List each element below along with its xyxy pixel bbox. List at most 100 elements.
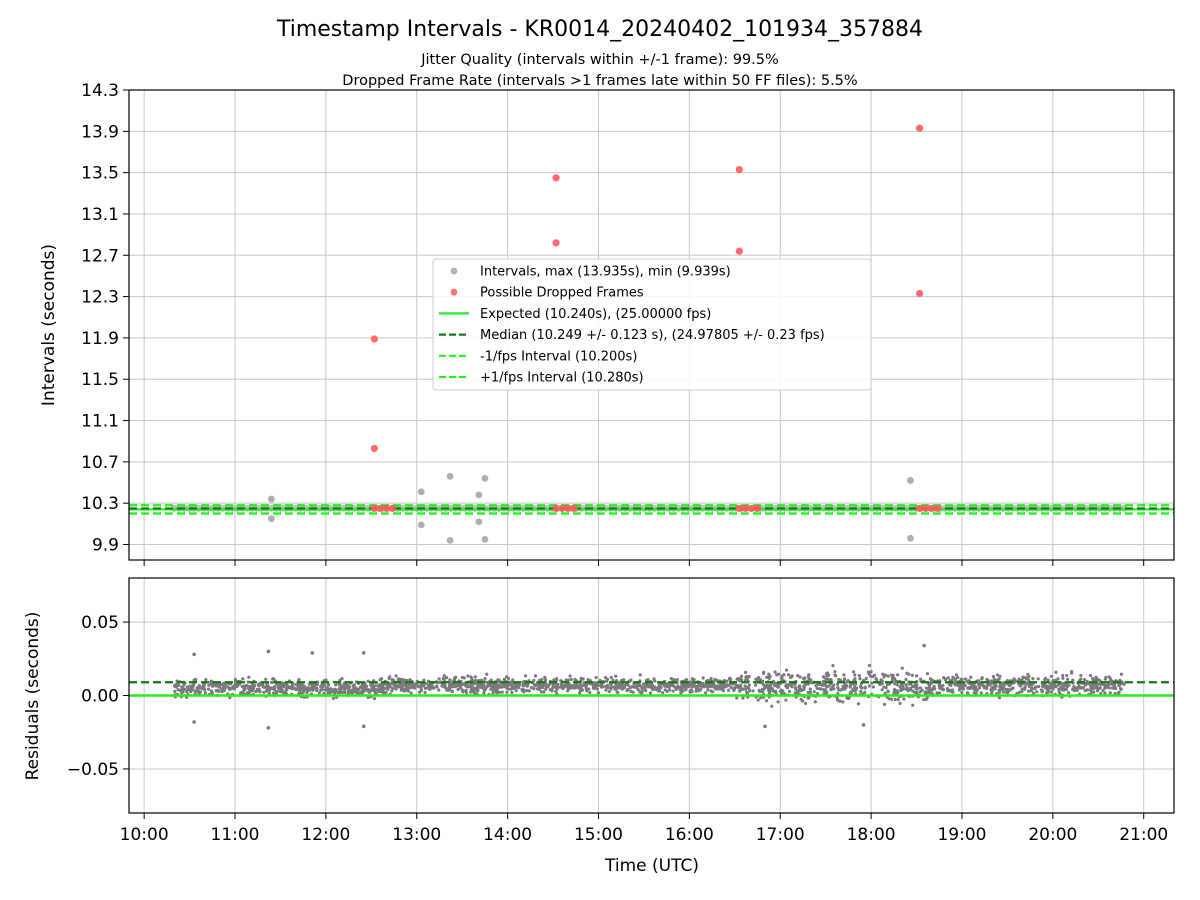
residual-point <box>1023 685 1027 689</box>
residual-point <box>960 690 964 695</box>
x-tick-label: 18:00 <box>847 825 896 845</box>
residual-point <box>342 684 346 689</box>
dropped-frame-point <box>552 239 560 247</box>
residual-point <box>1046 685 1051 689</box>
residual-point <box>1117 683 1121 688</box>
residual-point <box>883 691 887 695</box>
interval-outlier-point <box>417 521 425 529</box>
residual-point <box>885 682 890 687</box>
residual-point <box>255 688 260 692</box>
residual-point <box>966 686 970 690</box>
residual-point <box>902 697 906 701</box>
residual-point <box>770 687 774 691</box>
residual-point <box>606 683 610 688</box>
residual-point <box>351 684 355 688</box>
residual-point <box>287 686 292 690</box>
residual-point <box>282 684 286 689</box>
residual-point <box>632 685 637 689</box>
residual-point <box>671 689 675 693</box>
residual-point <box>597 683 602 687</box>
residual-point <box>1057 687 1061 691</box>
residual-point <box>473 675 477 679</box>
residual-point <box>566 678 571 682</box>
residual-point <box>502 677 507 681</box>
residual-point <box>856 702 861 706</box>
residual-point <box>1031 676 1035 681</box>
interval-outlier-point <box>907 477 914 484</box>
residual-point <box>419 688 423 692</box>
residual-point <box>173 689 177 693</box>
residual-point <box>193 689 197 693</box>
residual-point <box>1078 686 1082 690</box>
dropped-frame-point <box>747 504 756 512</box>
residual-outlier-point <box>861 723 866 727</box>
interval-outlier-point <box>446 536 454 544</box>
residual-point <box>338 678 342 682</box>
residual-point <box>821 683 826 687</box>
residual-point <box>998 674 1002 678</box>
residual-point <box>264 685 268 689</box>
residual-point <box>915 690 919 695</box>
residual-point <box>864 676 868 681</box>
residual-point <box>1026 689 1031 693</box>
residual-point <box>485 680 489 685</box>
residual-point <box>378 689 382 693</box>
residual-point <box>521 680 525 685</box>
residual-point <box>690 677 694 681</box>
residual-point <box>629 685 633 689</box>
residual-point <box>764 699 769 703</box>
residual-point <box>842 687 847 691</box>
residual-point <box>529 685 534 690</box>
interval-outlier-point <box>475 518 483 526</box>
residual-point <box>996 673 1000 677</box>
residual-point <box>424 681 428 686</box>
residual-point <box>320 687 324 692</box>
residual-point <box>189 690 193 694</box>
residual-point <box>827 684 831 688</box>
residual-point <box>1043 685 1048 690</box>
residual-point <box>1089 684 1093 688</box>
dropped-frame-point <box>558 504 566 512</box>
residual-point <box>957 688 961 692</box>
residual-point <box>483 677 487 681</box>
residual-point <box>401 687 406 691</box>
residual-point <box>405 684 409 688</box>
residual-point <box>457 683 461 687</box>
residual-point <box>773 670 777 674</box>
residual-point <box>853 686 857 690</box>
residual-point <box>776 700 780 704</box>
residual-point <box>572 686 576 690</box>
intervals-ytick-label: 9.9 <box>92 536 119 556</box>
interval-outlier-point <box>417 488 425 496</box>
residual-point <box>1071 678 1075 682</box>
residual-point <box>893 682 897 686</box>
residual-point <box>248 684 252 689</box>
figure-title: Timestamp Intervals - KR0014_20240402_10… <box>276 17 923 42</box>
residual-point <box>261 683 265 687</box>
residual-point <box>1005 690 1009 694</box>
residual-point <box>482 683 486 687</box>
residual-point <box>1116 691 1121 695</box>
residual-point <box>217 689 221 693</box>
residual-point <box>348 685 352 689</box>
residual-point <box>307 686 311 690</box>
residual-point <box>212 683 216 687</box>
residual-point <box>821 680 825 684</box>
residual-point <box>808 687 812 691</box>
residual-outlier-point <box>192 652 196 657</box>
residual-point <box>198 690 202 694</box>
residual-point <box>387 685 391 689</box>
residual-point <box>757 688 761 692</box>
residual-point <box>853 673 857 677</box>
residual-point <box>694 689 698 693</box>
residual-point <box>1024 677 1029 681</box>
residual-point <box>798 685 802 689</box>
legend-marker <box>450 288 458 296</box>
residual-point <box>880 679 884 683</box>
dropped-frame-point <box>388 504 397 512</box>
interval-outlier-point <box>481 474 489 482</box>
residual-point <box>458 685 463 690</box>
residual-point <box>941 676 946 680</box>
residual-point <box>918 689 923 694</box>
residual-point <box>311 685 315 690</box>
